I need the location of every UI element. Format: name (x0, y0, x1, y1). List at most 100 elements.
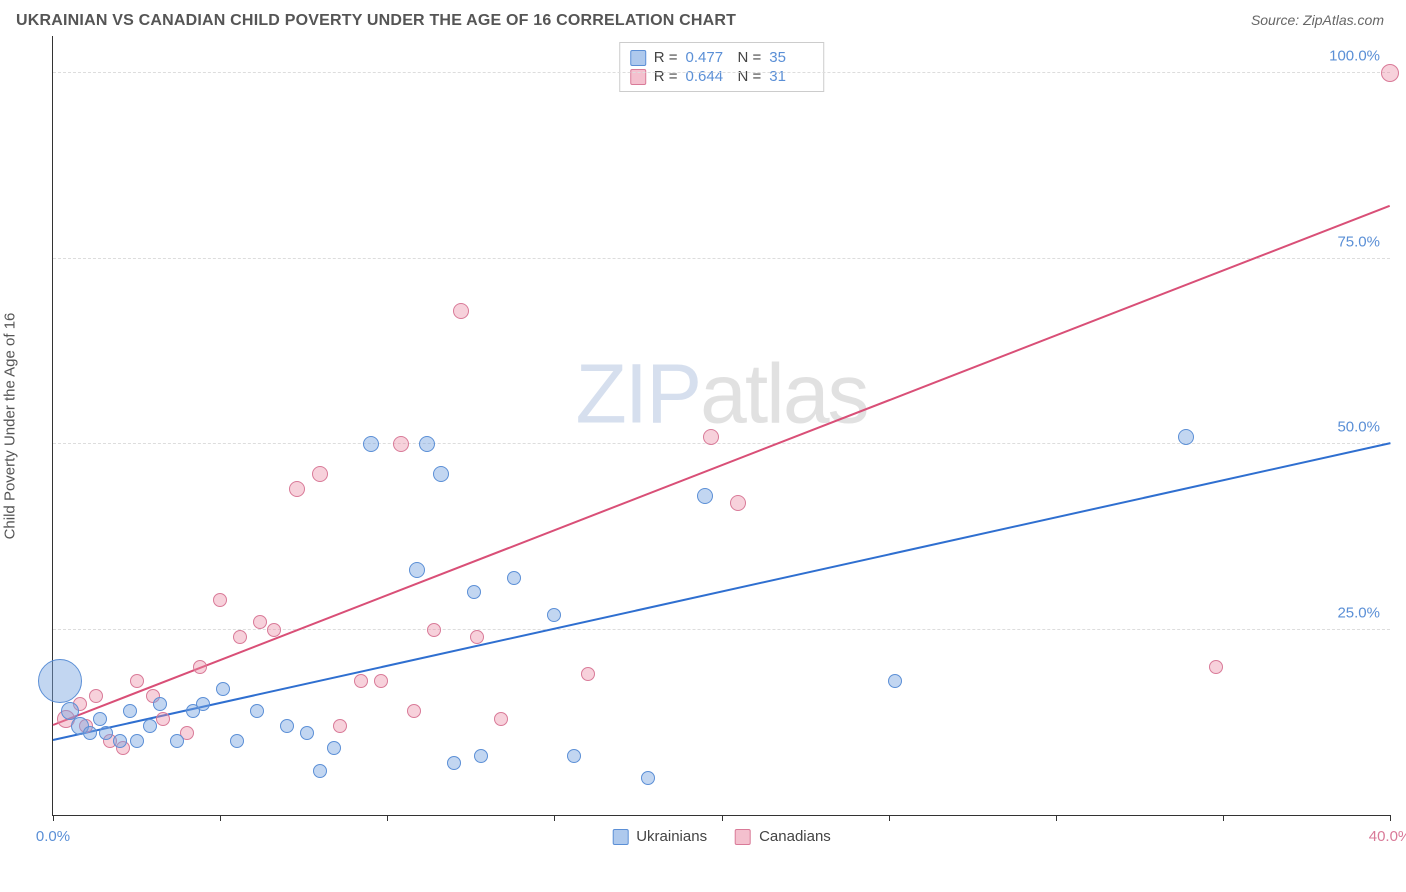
bubble-pink (494, 712, 508, 726)
bubble-pink (130, 674, 144, 688)
legend-swatch-pink (630, 69, 646, 85)
n-value-blue: 35 (769, 49, 813, 66)
bubble-pink (354, 674, 368, 688)
bubble-pink (393, 436, 409, 452)
legend-series: Ukrainians Canadians (612, 828, 831, 845)
bubble-blue (327, 741, 341, 755)
bubble-blue (474, 749, 488, 763)
n-label: N = (738, 68, 762, 85)
bubble-blue (363, 436, 379, 452)
x-tick (1390, 815, 1391, 821)
bubble-blue (170, 734, 184, 748)
trendline-blue (53, 442, 1390, 741)
legend-item-canadians: Canadians (735, 828, 831, 845)
legend-row-blue: R = 0.477 N = 35 (630, 49, 814, 66)
bubble-blue (113, 734, 127, 748)
x-tick-label: 40.0% (1369, 828, 1406, 845)
bubble-blue (567, 749, 581, 763)
chart-title: UKRAINIAN VS CANADIAN CHILD POVERTY UNDE… (16, 12, 736, 30)
bubble-pink (267, 623, 281, 637)
bubble-pink (730, 495, 746, 511)
bubble-blue (433, 466, 449, 482)
gridline-h (53, 72, 1390, 73)
bubble-pink (333, 719, 347, 733)
bubble-blue (467, 585, 481, 599)
chart-container: Child Poverty Under the Age of 16 ZIPatl… (16, 36, 1390, 816)
legend-swatch-ukrainians (612, 829, 628, 845)
bubble-blue (888, 674, 902, 688)
legend-swatch-canadians (735, 829, 751, 845)
bubble-blue (216, 682, 230, 696)
legend-swatch-blue (630, 50, 646, 66)
gridline-h (53, 629, 1390, 630)
bubble-blue (196, 697, 210, 711)
bubble-blue (697, 488, 713, 504)
bubble-blue (641, 771, 655, 785)
bubble-blue (93, 712, 107, 726)
plot-area: ZIPatlas R = 0.477 N = 35 R = 0.644 N = … (52, 36, 1390, 816)
r-label: R = (654, 49, 678, 66)
legend-label-ukrainians: Ukrainians (636, 828, 707, 845)
y-tick-label: 75.0% (1337, 233, 1380, 250)
bubble-blue (99, 726, 113, 740)
watermark: ZIPatlas (575, 346, 867, 443)
chart-header: UKRAINIAN VS CANADIAN CHILD POVERTY UNDE… (0, 0, 1406, 36)
chart-source: Source: ZipAtlas.com (1251, 12, 1384, 28)
x-tick (1056, 815, 1057, 821)
watermark-zip: ZIP (575, 347, 700, 441)
y-axis-label: Child Poverty Under the Age of 16 (2, 313, 19, 540)
gridline-h (53, 258, 1390, 259)
bubble-pink (312, 466, 328, 482)
bubble-pink (1381, 64, 1399, 82)
bubble-blue (230, 734, 244, 748)
bubble-pink (193, 660, 207, 674)
legend-row-pink: R = 0.644 N = 31 (630, 68, 814, 85)
bubble-blue (153, 697, 167, 711)
legend-correlation: R = 0.477 N = 35 R = 0.644 N = 31 (619, 42, 825, 92)
bubble-pink (407, 704, 421, 718)
r-label: R = (654, 68, 678, 85)
bubble-pink (453, 303, 469, 319)
bubble-blue (143, 719, 157, 733)
bubble-pink (470, 630, 484, 644)
bubble-pink (374, 674, 388, 688)
watermark-atlas: atlas (700, 347, 867, 441)
bubble-blue (547, 608, 561, 622)
x-tick (722, 815, 723, 821)
x-tick (889, 815, 890, 821)
x-tick (387, 815, 388, 821)
bubble-pink (213, 593, 227, 607)
bubble-blue (300, 726, 314, 740)
bubble-blue (123, 704, 137, 718)
x-tick (554, 815, 555, 821)
bubble-blue (1178, 429, 1194, 445)
n-value-pink: 31 (769, 68, 813, 85)
bubble-pink (253, 615, 267, 629)
bubble-blue (409, 562, 425, 578)
bubble-blue (313, 764, 327, 778)
source-name: ZipAtlas.com (1303, 12, 1384, 28)
r-value-pink: 0.644 (686, 68, 730, 85)
bubble-blue (507, 571, 521, 585)
x-tick-label: 0.0% (36, 828, 70, 845)
r-value-blue: 0.477 (686, 49, 730, 66)
bubble-pink (233, 630, 247, 644)
bubble-pink (156, 712, 170, 726)
bubble-pink (703, 429, 719, 445)
source-prefix: Source: (1251, 12, 1303, 28)
bubble-blue (38, 659, 82, 703)
y-tick-label: 25.0% (1337, 604, 1380, 621)
x-tick (53, 815, 54, 821)
bubble-blue (250, 704, 264, 718)
y-tick-label: 100.0% (1329, 48, 1380, 65)
bubble-pink (89, 689, 103, 703)
bubble-pink (289, 481, 305, 497)
bubble-blue (130, 734, 144, 748)
legend-item-ukrainians: Ukrainians (612, 828, 707, 845)
x-tick (1223, 815, 1224, 821)
bubble-blue (280, 719, 294, 733)
bubble-pink (581, 667, 595, 681)
trendline-pink (53, 205, 1391, 726)
y-tick-label: 50.0% (1337, 419, 1380, 436)
n-label: N = (738, 49, 762, 66)
